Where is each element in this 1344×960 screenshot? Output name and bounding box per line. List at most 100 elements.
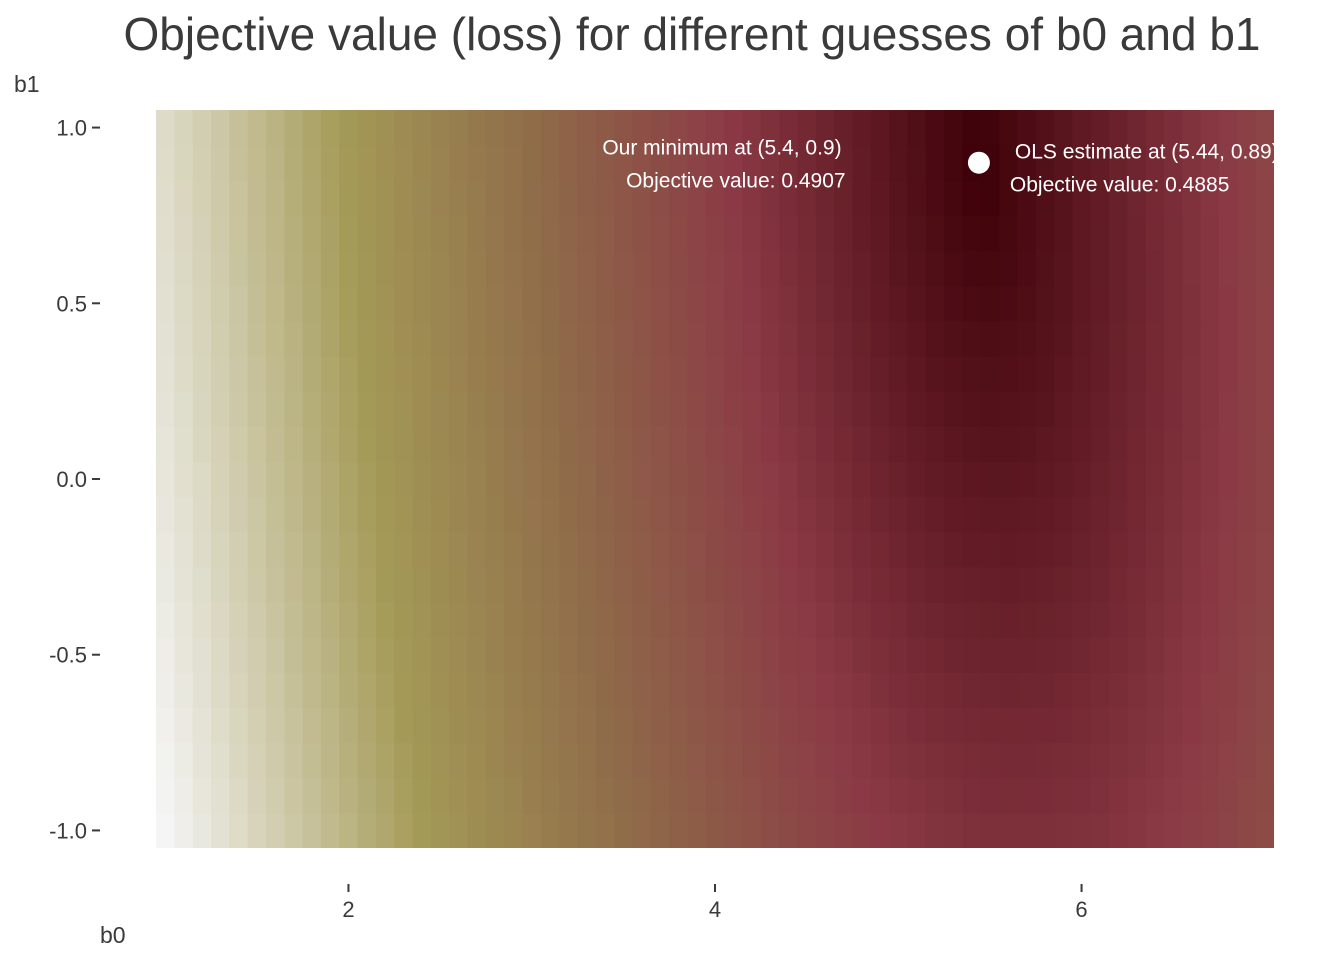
heatmap-tile [834,356,854,392]
heatmap-tile [1017,707,1037,744]
heatmap-tile [1054,320,1073,357]
heatmap-tile [320,391,340,427]
heatmap-tile [504,320,524,357]
heatmap-tile [540,180,560,217]
heatmap-tile [962,637,982,673]
heatmap-tile [980,356,1000,392]
heatmap-tile [797,777,817,814]
heatmap-tile [779,777,799,814]
heatmap-tile [449,426,469,463]
heatmap-tile [265,707,285,744]
heatmap-tile [174,180,194,217]
heatmap-tile [944,496,964,533]
heatmap-tile [339,672,359,709]
heatmap-tile [962,531,982,568]
heatmap-tile [156,110,175,146]
heatmap-tile [1017,777,1037,814]
heatmap-tile [375,637,395,673]
heatmap-tile [1164,742,1183,779]
heatmap-tile [815,145,835,181]
heatmap-tile [669,320,689,357]
heatmap-tile [687,285,707,322]
heatmap-tile [394,426,414,463]
heatmap-tile [430,110,450,146]
heatmap-tile [925,602,945,638]
heatmap-tile [705,742,725,779]
heatmap-tile [1200,110,1220,146]
heatmap-tile [339,215,359,252]
heatmap-tile [1200,637,1220,673]
heatmap-tile [1145,145,1165,181]
heatmap-tile [1237,110,1257,146]
heatmap-tile [229,496,249,533]
heatmap-tile [357,356,377,392]
heatmap-tile [302,742,322,779]
heatmap-tile [174,637,194,673]
heatmap-tile [834,602,854,638]
heatmap-tile [1054,110,1073,146]
heatmap-tile [320,356,340,392]
y-tick-label: -0.5 [49,643,87,668]
heatmap-tile [320,812,340,848]
heatmap-tile [760,602,780,638]
heatmap-tile [797,285,817,322]
heatmap-tile [247,285,267,322]
heatmap-tile [1255,285,1274,322]
heatmap-tile [669,250,689,287]
heatmap-tile [669,356,689,392]
heatmap-tile [430,461,450,498]
heatmap-tile [156,215,175,252]
heatmap-tile [1219,812,1238,848]
heatmap-tile [1237,320,1257,357]
heatmap-tile [504,531,524,568]
heatmap-tile [650,496,670,533]
heatmap-tile [1090,145,1110,181]
heatmap-tile [192,391,212,427]
heatmap-tile [174,742,194,779]
heatmap-tile [1072,285,1092,322]
heatmap-tile [302,110,322,146]
heatmap-tile [870,426,890,463]
heatmap-tile [174,531,194,568]
heatmap-tile [320,637,340,673]
heatmap-tile [1164,566,1183,603]
heatmap-tile [265,742,285,779]
heatmap-tile [1200,707,1220,744]
heatmap-tile [870,145,890,181]
heatmap-tile [1219,531,1238,568]
heatmap-tile [724,812,744,848]
heatmap-tile [1054,356,1073,392]
heatmap-tile [229,672,249,709]
heatmap-tile [650,180,670,217]
heatmap-tile [999,285,1019,322]
heatmap-tile [284,250,304,287]
heatmap-tile [595,356,615,392]
heatmap-tile [156,777,175,814]
heatmap-tile [1090,531,1110,568]
heatmap-tile [742,812,762,848]
heatmap-tile [1127,812,1147,848]
heatmap-tile [265,285,285,322]
heatmap-tile [925,356,945,392]
heatmap-tile [1200,531,1220,568]
heatmap-tile [980,250,1000,287]
heatmap-tile [1182,391,1202,427]
heatmap-tile [302,777,322,814]
heatmap-tile [559,320,579,357]
heatmap-tile [650,531,670,568]
heatmap-tile [430,426,450,463]
heatmap-tile [907,320,927,357]
heatmap-tile [797,145,817,181]
heatmap-tile [375,215,395,252]
heatmap-tile [320,110,340,146]
heatmap-tile [1145,215,1165,252]
heatmap-tile [1182,777,1202,814]
heatmap-tile [156,391,175,427]
heatmap-tile [357,250,377,287]
heatmap-tile [742,320,762,357]
heatmap-tile [1145,285,1165,322]
heatmap-tile [192,180,212,217]
heatmap-tile [577,461,597,498]
heatmap-tile [962,180,982,217]
heatmap-tile [229,777,249,814]
